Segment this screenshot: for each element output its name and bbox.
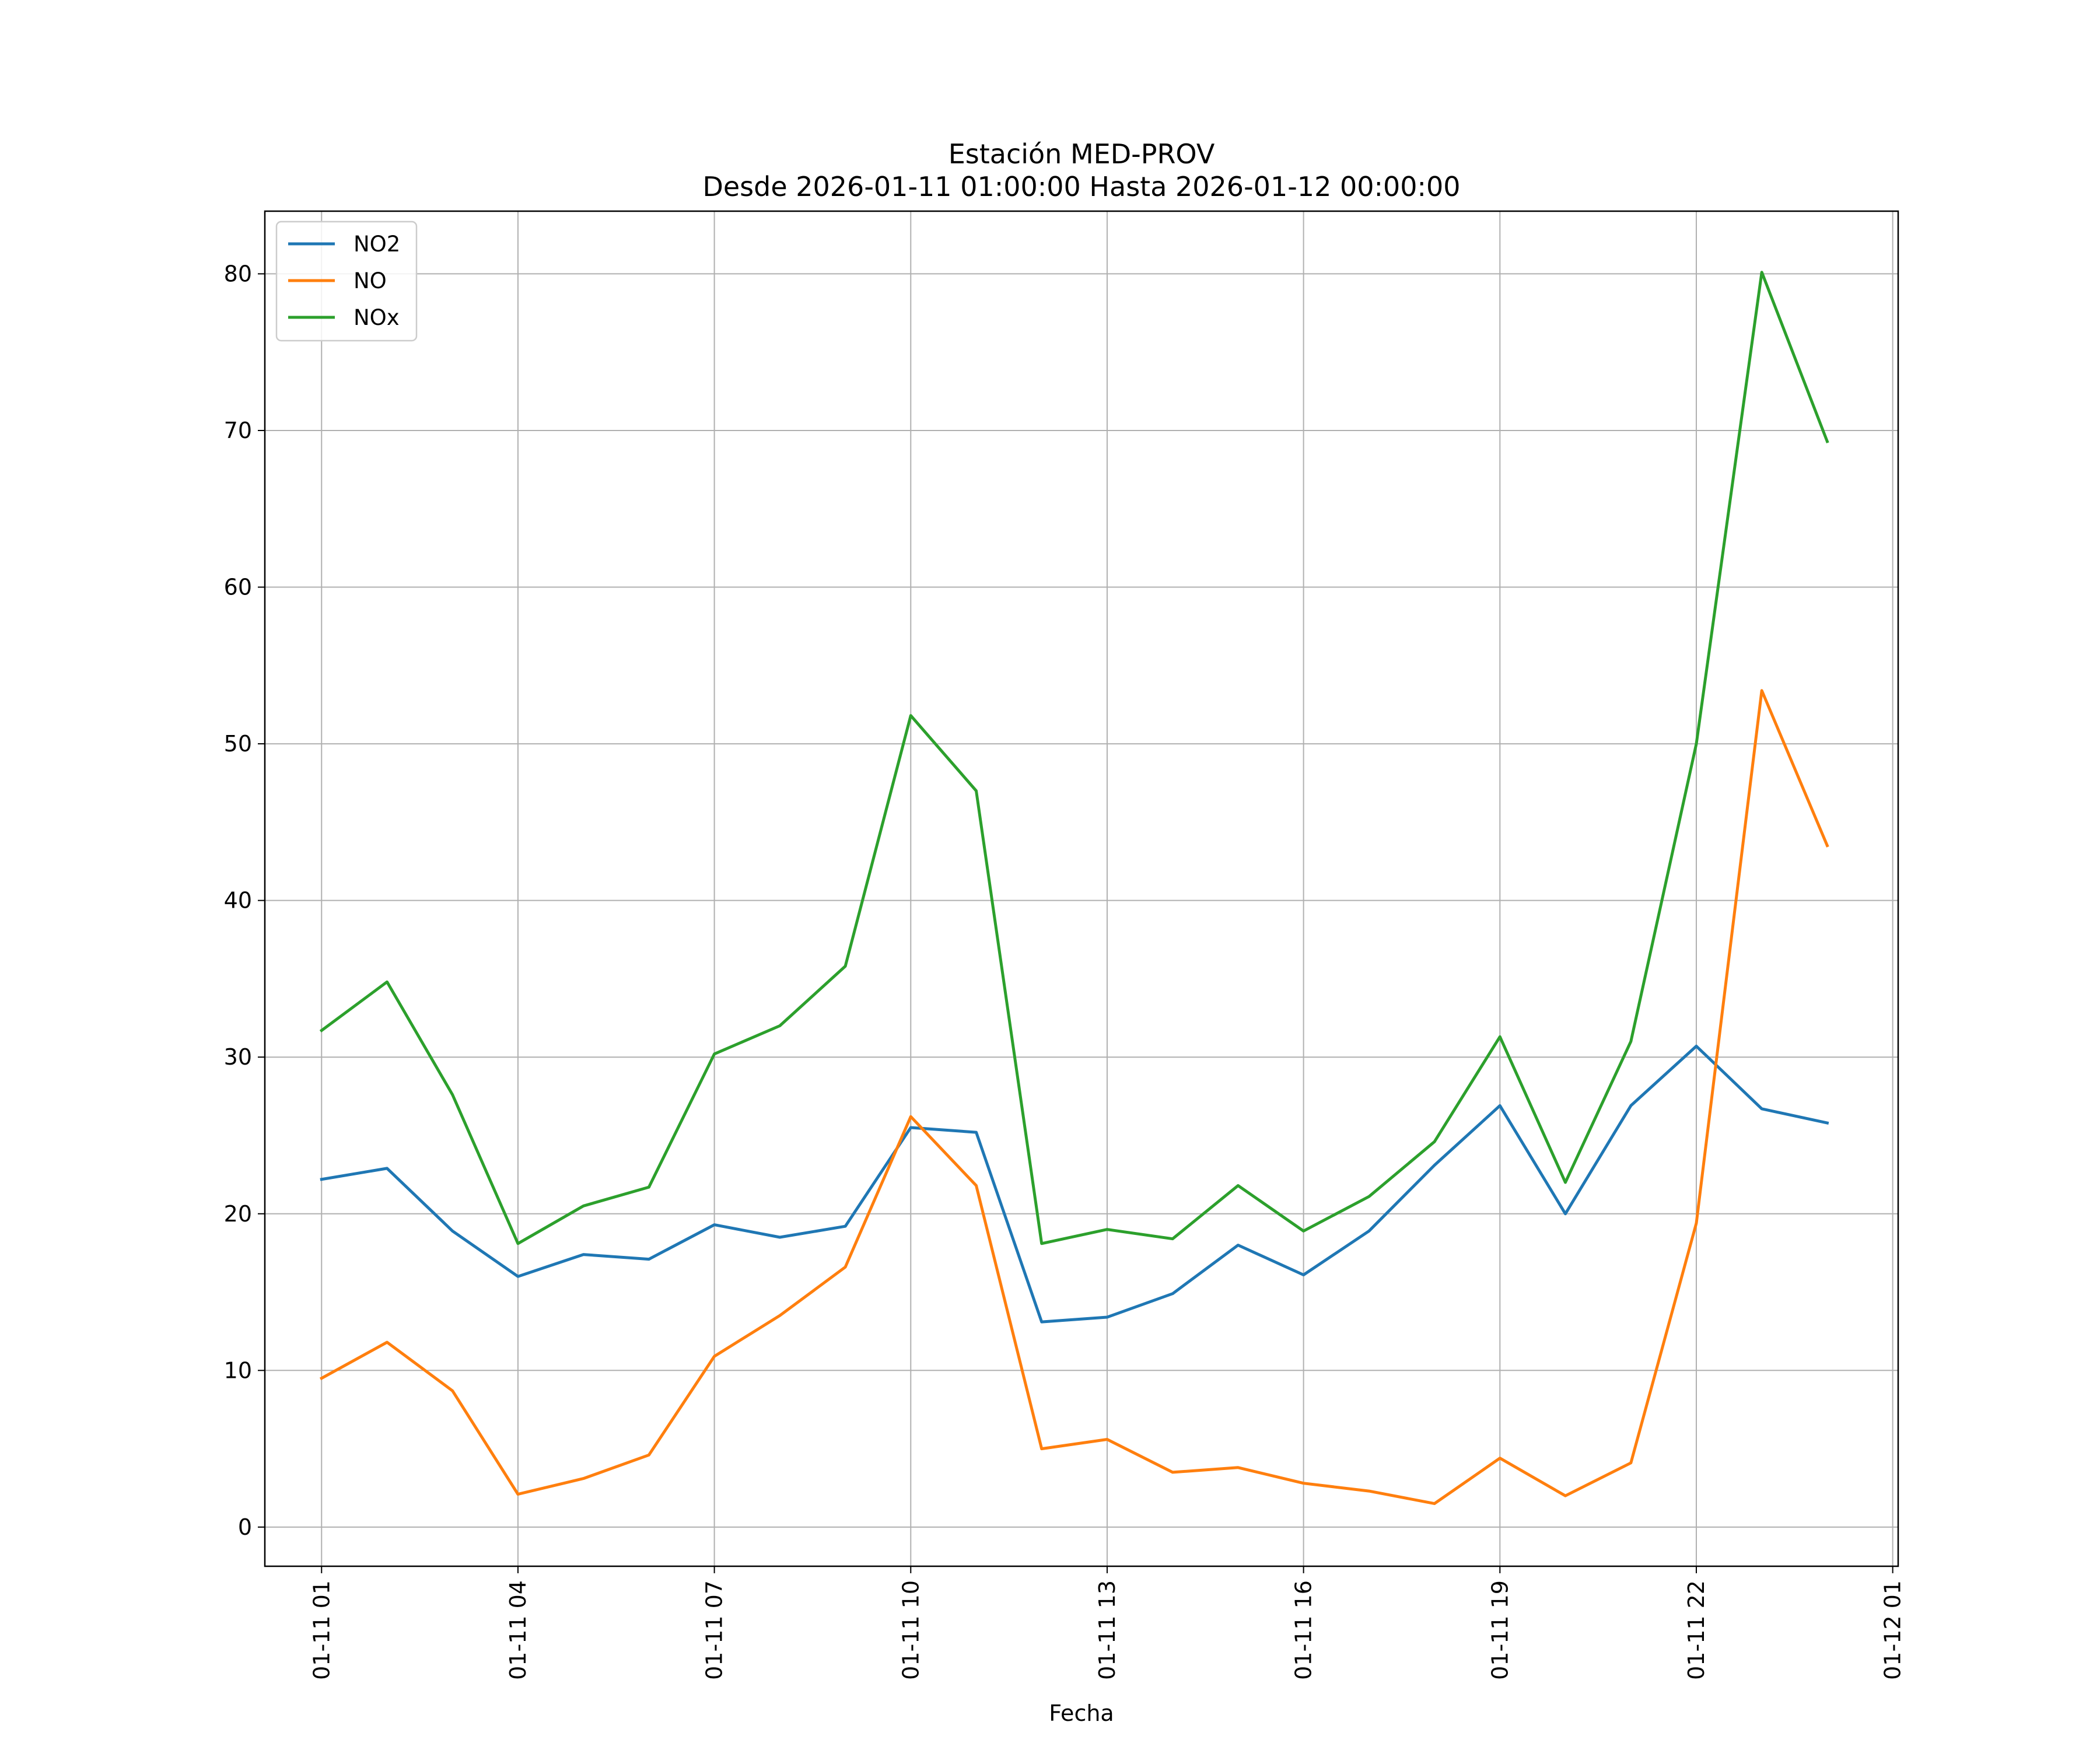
y-tick-label: 30 bbox=[224, 1044, 252, 1070]
legend-label-nox: NOx bbox=[354, 305, 400, 330]
chart-title: Estación MED-PROV bbox=[949, 138, 1215, 170]
y-tick-label: 70 bbox=[224, 418, 252, 443]
x-tick-label: 01-11 01 bbox=[309, 1580, 334, 1680]
y-tick-label: 0 bbox=[238, 1514, 252, 1540]
legend: NO2 NO NOx bbox=[275, 220, 418, 342]
legend-label-no2: NO2 bbox=[354, 232, 400, 257]
y-tick-label: 50 bbox=[224, 731, 252, 757]
x-tick-label: 01-11 07 bbox=[702, 1580, 727, 1680]
legend-box bbox=[275, 220, 418, 342]
x-axis-label: Fecha bbox=[1049, 1700, 1114, 1726]
legend-label-no: NO bbox=[354, 268, 387, 293]
grid-lines bbox=[265, 211, 1898, 1566]
y-tick-label: 40 bbox=[224, 888, 252, 914]
x-tick-label: 01-11 16 bbox=[1291, 1580, 1317, 1680]
series-line-no2 bbox=[320, 1044, 1829, 1324]
series-group bbox=[319, 271, 1829, 1506]
x-tick-label: 01-11 10 bbox=[898, 1580, 923, 1680]
x-tick-label: 01-11 13 bbox=[1094, 1580, 1120, 1680]
x-tick-label: 01-11 04 bbox=[505, 1580, 531, 1680]
y-tick-label: 60 bbox=[224, 575, 252, 600]
x-tick-label: 01-11 22 bbox=[1684, 1580, 1709, 1680]
chart-subtitle: Desde 2026-01-11 01:00:00 Hasta 2026-01-… bbox=[702, 171, 1460, 202]
x-tick-label: 01-11 19 bbox=[1487, 1580, 1513, 1680]
series-line-no bbox=[319, 689, 1829, 1506]
y-tick-label: 10 bbox=[224, 1357, 252, 1383]
y-tick-label: 80 bbox=[224, 261, 252, 286]
x-tick-label: 01-12 01 bbox=[1880, 1580, 1906, 1680]
x-axis: 01-11 01 01-11 04 01-11 07 01-11 10 01-11 13… bbox=[309, 1566, 1906, 1680]
series-line-nox bbox=[319, 271, 1829, 1245]
plot-frame bbox=[264, 210, 1899, 1567]
y-tick-label: 20 bbox=[224, 1201, 252, 1227]
y-axis: 0 10 20 30 40 50 60 70 80 bbox=[224, 261, 265, 1540]
